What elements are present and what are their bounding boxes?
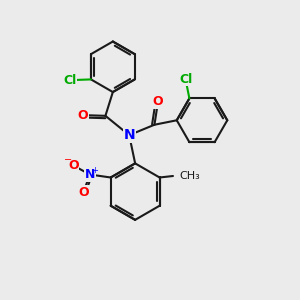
Text: O: O <box>68 159 79 172</box>
Text: Cl: Cl <box>64 74 77 86</box>
Text: Cl: Cl <box>180 73 193 85</box>
Text: O: O <box>79 186 89 199</box>
Text: −: − <box>64 155 72 165</box>
Text: +: + <box>91 166 98 175</box>
Text: O: O <box>152 95 163 108</box>
Text: N: N <box>123 128 135 142</box>
Text: CH₃: CH₃ <box>179 171 200 181</box>
Text: N: N <box>85 168 95 181</box>
Text: O: O <box>78 109 88 122</box>
